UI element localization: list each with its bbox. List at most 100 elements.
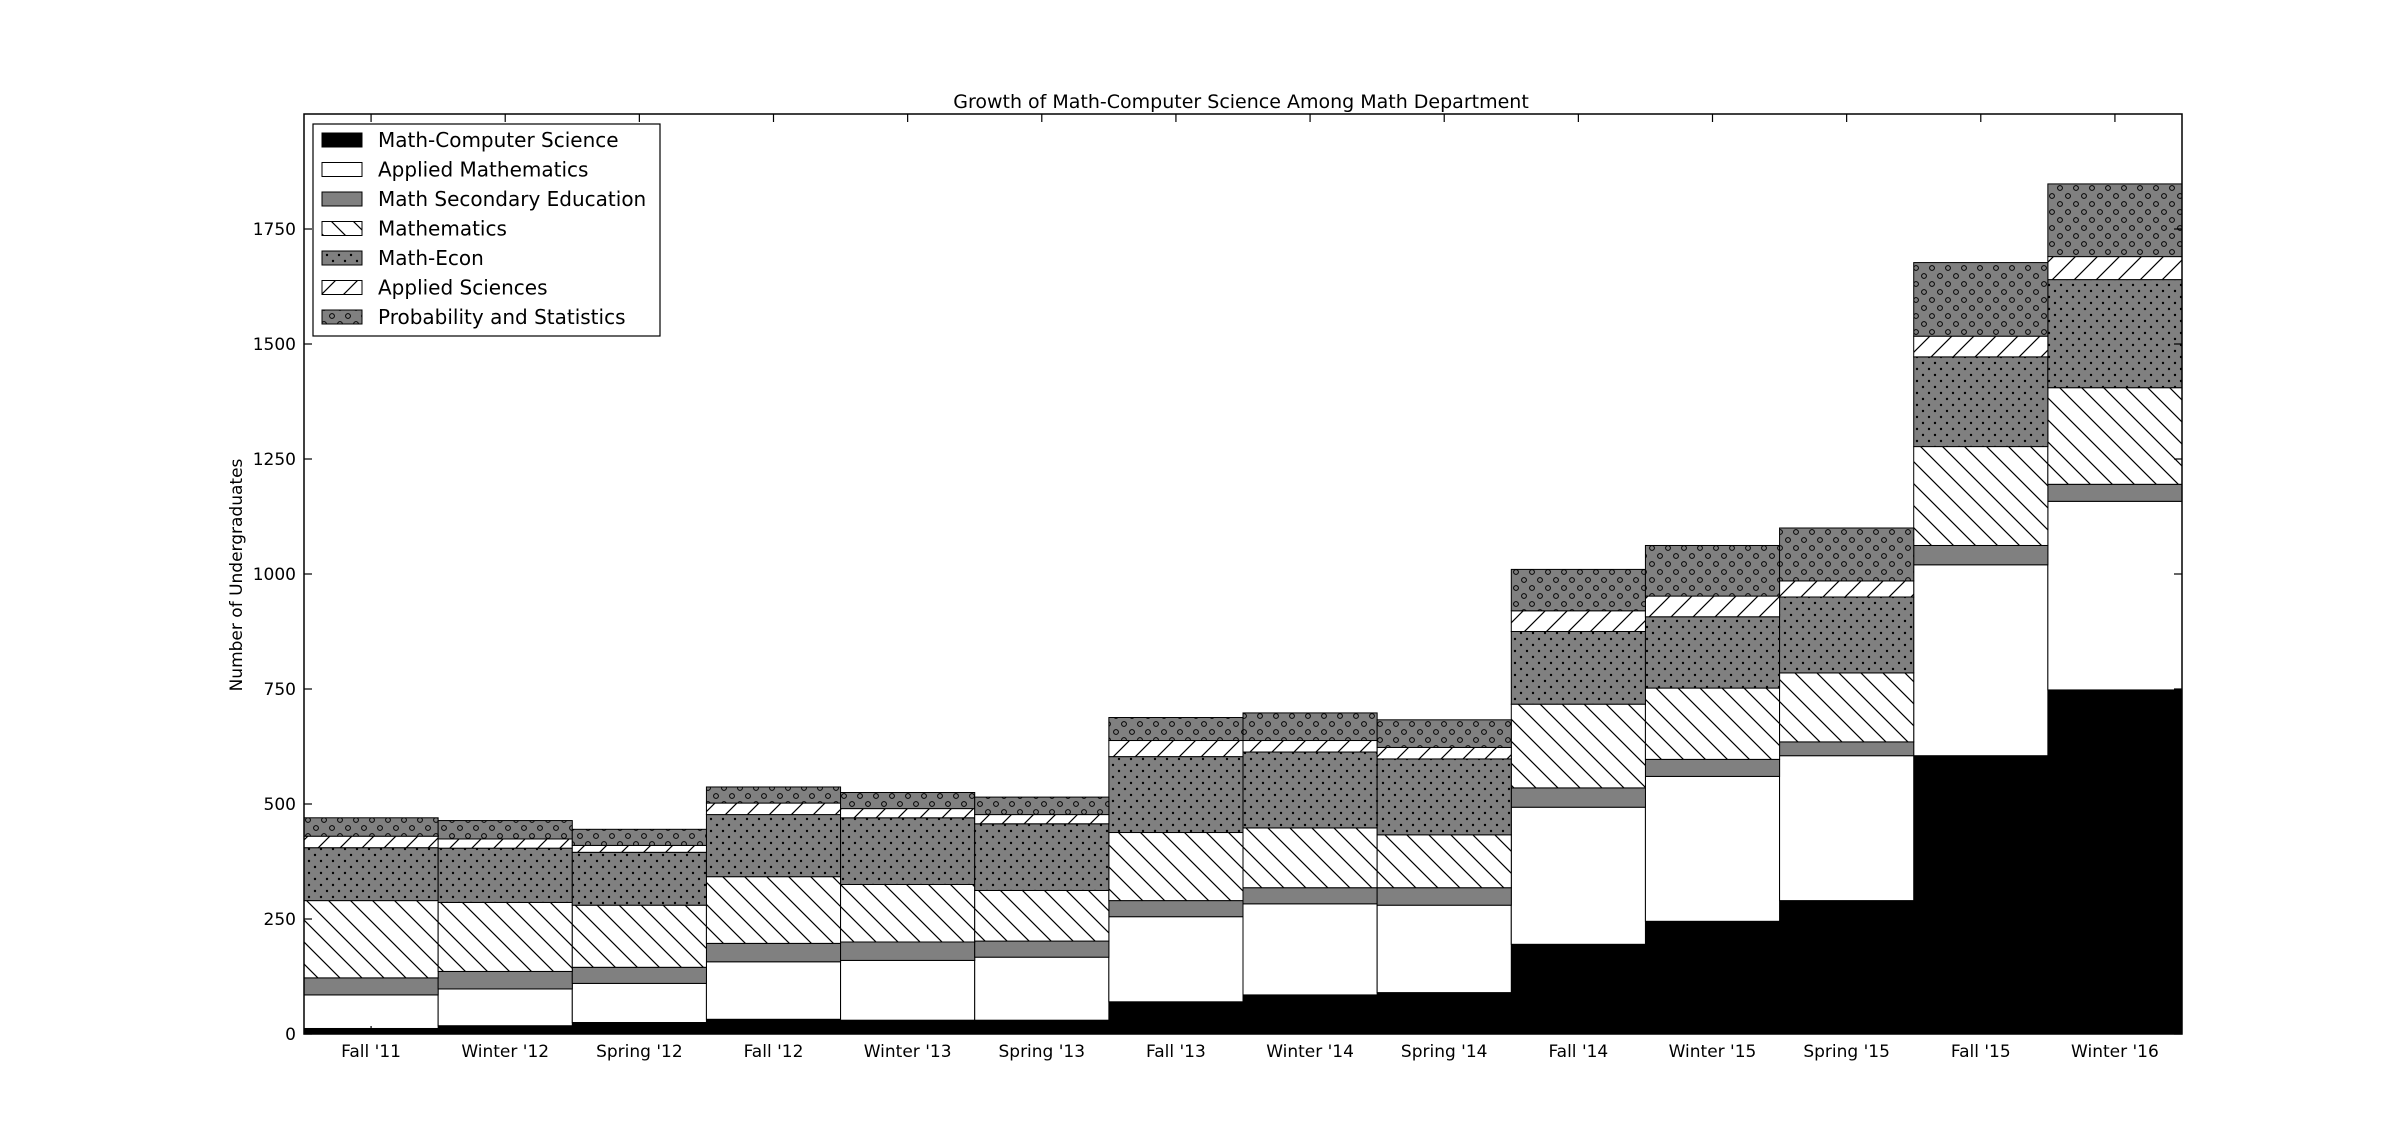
bar-math-computer-science-11 (1779, 900, 1915, 1035)
bar-probability-and-statistics-0 (303, 817, 439, 837)
x-tick-label: Spring '14 (1401, 1042, 1488, 1062)
bar-applied-mathematics-12 (1913, 564, 2049, 757)
y-axis-label: Number of Undergraduates (227, 458, 247, 691)
legend-label-probability-and-statistics: Probability and Statistics (378, 305, 626, 329)
bar-mathematics-3 (705, 876, 842, 944)
bar-applied-sciences-3 (705, 802, 842, 816)
bar-applied-sciences-12 (1913, 335, 2049, 358)
bar-applied-mathematics-1 (437, 988, 573, 1027)
x-tick-label: Winter '12 (461, 1042, 549, 1062)
y-tick-label: 750 (264, 680, 296, 700)
plot-area-frame (303, 113, 2183, 1035)
bar-math-econ-8 (1376, 758, 1512, 836)
bar-probability-and-statistics-1 (437, 820, 573, 840)
bar-math-secondary-education-2 (571, 966, 707, 984)
bar-applied-mathematics-10 (1644, 775, 1781, 922)
bar-mathematics-5 (974, 889, 1110, 942)
bar-probability-and-statistics-2 (571, 828, 707, 846)
bar-math-secondary-education-11 (1779, 741, 1915, 757)
bar-math-secondary-education-12 (1913, 544, 2049, 566)
bar-probability-and-statistics-11 (1779, 527, 1915, 582)
legend-swatch-mathematics (321, 221, 363, 236)
legend: Math-Computer Science Applied Mathematics… (312, 123, 661, 337)
legend-swatch-math-secondary-education (321, 191, 363, 207)
legend-swatch-math-econ (321, 250, 363, 266)
bar-math-econ-11 (1779, 596, 1915, 674)
x-tick-label: Fall '15 (1951, 1042, 2011, 1062)
bar-math-computer-science-13 (2047, 689, 2183, 1035)
x-tick-label: Winter '16 (2071, 1042, 2159, 1062)
bar-applied-sciences-8 (1376, 746, 1512, 760)
legend-swatch-applied-sciences (321, 280, 363, 295)
bar-math-econ-7 (1242, 751, 1378, 829)
y-tick-label: 1250 (253, 450, 296, 470)
x-tick-label: Fall '14 (1548, 1042, 1608, 1062)
x-tick-label: Winter '15 (1669, 1042, 1757, 1062)
bar-probability-and-statistics-3 (705, 786, 842, 804)
y-tick-label: 0 (285, 1025, 296, 1045)
y-tick-label: 250 (264, 910, 296, 930)
bar-math-computer-science-9 (1510, 943, 1646, 1035)
bar-applied-sciences-9 (1510, 610, 1646, 632)
bar-math-econ-0 (303, 847, 439, 902)
bar-applied-sciences-7 (1242, 740, 1378, 753)
bar-math-secondary-education-1 (437, 970, 573, 990)
bar-math-secondary-education-6 (1108, 900, 1244, 918)
bar-applied-mathematics-0 (303, 994, 439, 1029)
bar-mathematics-11 (1779, 672, 1915, 743)
bar-math-secondary-education-4 (840, 941, 976, 961)
bar-applied-mathematics-6 (1108, 916, 1244, 1003)
bar-math-secondary-education-13 (2047, 483, 2183, 502)
bar-math-secondary-education-3 (705, 942, 842, 963)
legend-box (312, 123, 661, 337)
bar-math-econ-5 (974, 823, 1110, 891)
bar-mathematics-4 (840, 884, 976, 943)
bar-math-computer-science-10 (1644, 920, 1781, 1035)
bar-probability-and-statistics-5 (974, 796, 1110, 816)
bar-math-econ-9 (1510, 631, 1646, 705)
bar-probability-and-statistics-8 (1376, 719, 1512, 748)
bar-applied-sciences-13 (2047, 256, 2183, 281)
bar-mathematics-6 (1108, 832, 1244, 902)
x-tick-label: Fall '13 (1146, 1042, 1206, 1062)
legend-swatch-math-computer-science (321, 132, 363, 148)
bar-math-econ-1 (437, 847, 573, 903)
bar-mathematics-9 (1510, 703, 1646, 789)
bar-applied-mathematics-11 (1779, 755, 1915, 902)
bar-applied-mathematics-5 (974, 956, 1110, 1021)
y-tick-label: 500 (264, 795, 296, 815)
chart-title: Growth of Math-Computer Science Among Ma… (953, 91, 1529, 113)
bar-math-econ-10 (1644, 616, 1781, 689)
bar-applied-sciences-2 (571, 844, 707, 853)
bar-applied-mathematics-2 (571, 982, 707, 1024)
bar-mathematics-0 (303, 900, 439, 979)
legend-label-math-secondary-education: Math Secondary Education (378, 187, 646, 211)
legend-label-mathematics: Mathematics (378, 217, 507, 241)
bar-math-computer-science-12 (1913, 755, 2049, 1035)
bar-math-econ-4 (840, 817, 976, 885)
bar-math-secondary-education-10 (1644, 758, 1781, 777)
bar-mathematics-2 (571, 904, 707, 968)
bar-applied-sciences-11 (1779, 580, 1915, 598)
axis-ticks: 0 250 500 750 1000 1250 1500 1750 Fall '11 Winter… (253, 114, 2182, 1062)
bar-probability-and-statistics-4 (840, 792, 976, 810)
legend-label-math-computer-science: Math-Computer Science (378, 128, 619, 152)
bar-probability-and-statistics-13 (2047, 183, 2183, 258)
legend-label-math-econ: Math-Econ (378, 246, 484, 270)
bar-mathematics-8 (1376, 834, 1512, 889)
bar-mathematics-10 (1644, 687, 1781, 760)
y-tick-label: 1000 (253, 565, 296, 585)
bar-mathematics-13 (2047, 387, 2183, 485)
x-tick-label: Winter '13 (864, 1042, 952, 1062)
bar-math-econ-13 (2047, 279, 2183, 389)
bar-mathematics-7 (1242, 827, 1378, 889)
x-tick-label: Winter '14 (1266, 1042, 1354, 1062)
bar-probability-and-statistics-12 (1913, 262, 2049, 337)
bar-applied-mathematics-8 (1376, 904, 1512, 994)
bar-applied-sciences-6 (1108, 740, 1244, 758)
x-tick-label: Fall '11 (341, 1042, 401, 1062)
bars-layer (303, 183, 2183, 1035)
bar-applied-sciences-10 (1644, 595, 1781, 618)
